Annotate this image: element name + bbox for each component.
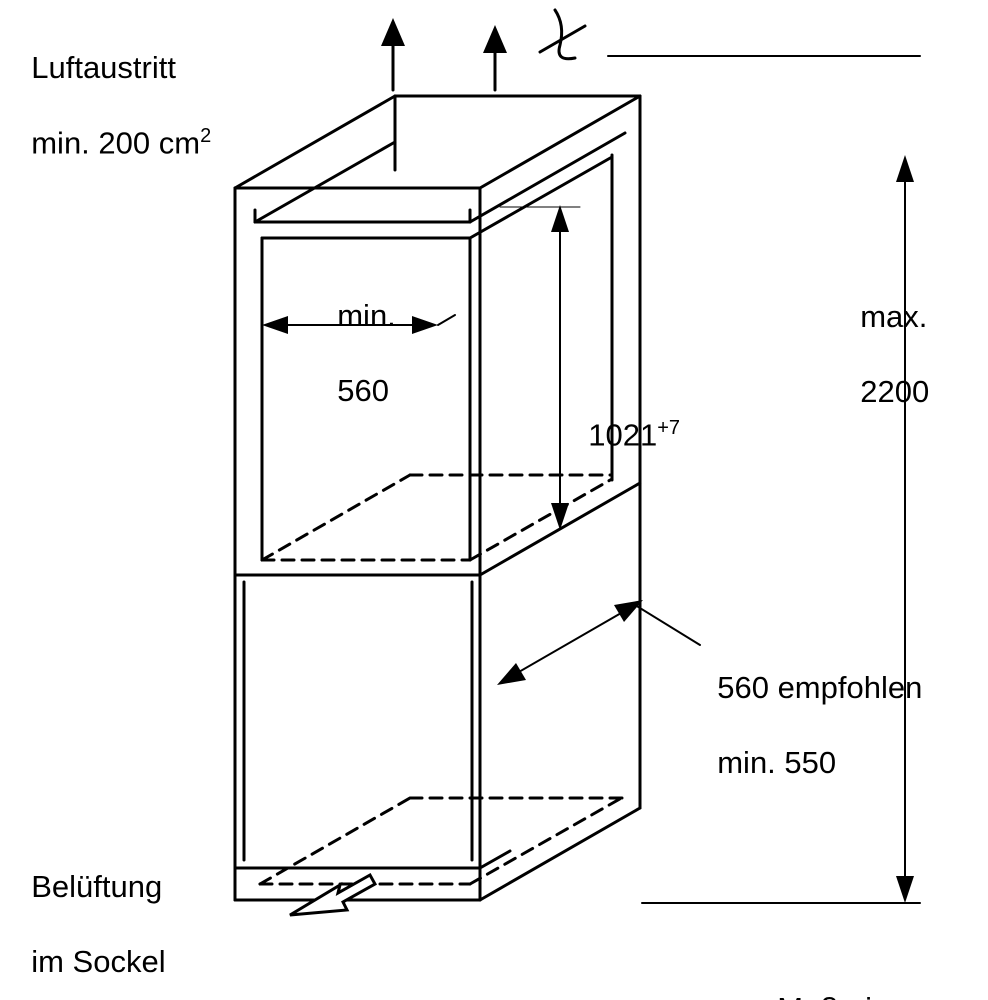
label-air-outlet: Luftaustritt min. 200 cm2 (14, 12, 211, 161)
label-units: Maße in mm (760, 953, 949, 1000)
label-depth: 560 empfohlen min. 550 (700, 632, 922, 781)
air-outlet-line1: Luftaustritt (31, 50, 176, 85)
diagram-stage: Luftaustritt min. 200 cm2 Belüftung im S… (0, 0, 988, 1000)
depth-line2: min. 550 (717, 745, 836, 780)
width-min-line1: min. (337, 298, 396, 333)
depth-line1: 560 empfohlen (717, 670, 922, 705)
label-vent-base: Belüftung im Sockel min. 200 cm2 (14, 831, 211, 1000)
vent-base-line2: im Sockel (31, 944, 165, 979)
max-line1: max. (860, 299, 927, 334)
max-line2: 2200 (860, 374, 929, 409)
air-outlet-line2: min. 200 cm (31, 125, 200, 160)
air-outlet-sq: 2 (200, 125, 211, 147)
label-max-height: max. 2200 (843, 261, 929, 410)
label-niche-height: 1021+7 (571, 379, 680, 454)
vent-base-line1: Belüftung (31, 869, 162, 904)
units-text: Maße in mm (777, 991, 949, 1000)
niche-height-val: 1021 (588, 418, 657, 453)
width-min-line2: 560 (337, 373, 389, 408)
label-width-min: min. 560 (320, 260, 396, 409)
niche-height-tol: +7 (657, 417, 680, 439)
